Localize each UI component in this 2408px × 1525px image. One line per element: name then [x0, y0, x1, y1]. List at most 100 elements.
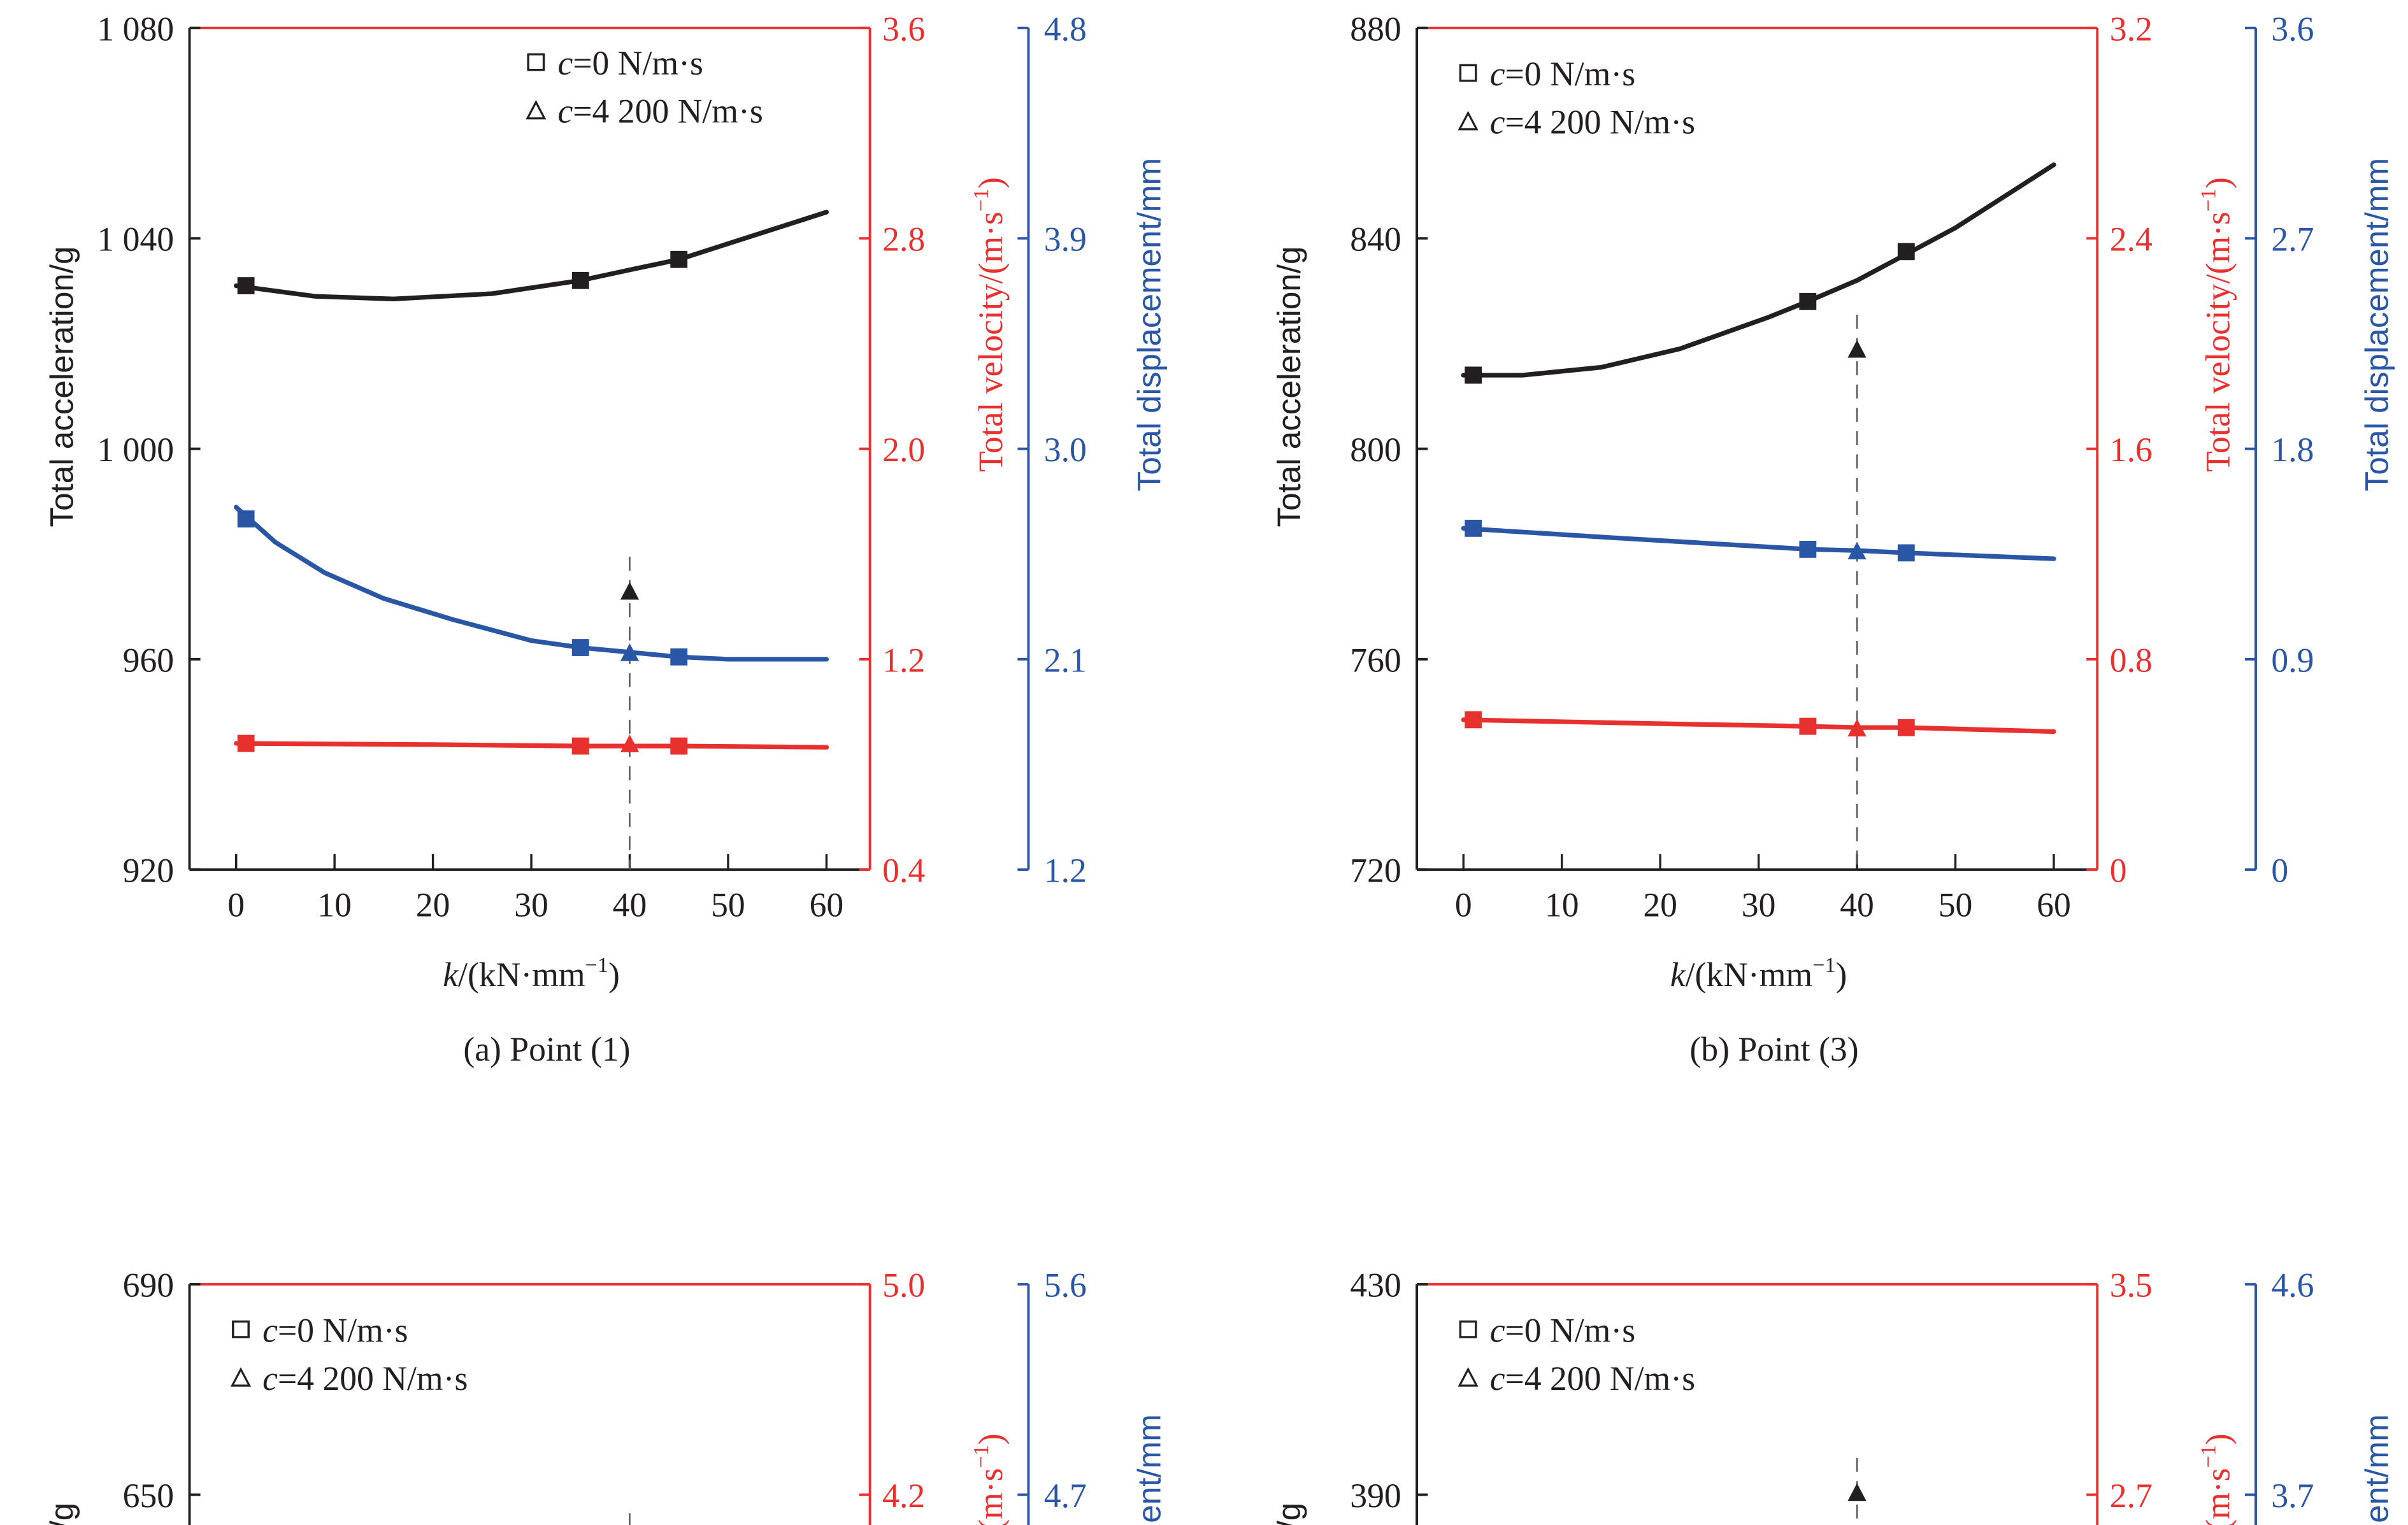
displacement-axis-title: Total displacement/mm — [1131, 1414, 1168, 1525]
displacement-tick-label: 4.6 — [2271, 1266, 2314, 1305]
acceleration-tick-label: 430 — [1350, 1266, 1401, 1305]
legend-label-var: c — [1490, 1311, 1505, 1349]
velocity-axis-title-close: ) — [2199, 177, 2237, 189]
velocity-tick-label: 2.7 — [2110, 1477, 2153, 1515]
legend-square-icon — [1459, 64, 1477, 82]
legend-label: c=4 200 N/m·s — [557, 92, 763, 131]
velocity-c0-marker — [237, 734, 255, 752]
velocity-axis-title-close: ) — [2199, 1433, 2237, 1445]
x-axis-title-close: ) — [1836, 956, 1847, 994]
acceleration-tick-label: 390 — [1350, 1477, 1401, 1515]
acceleration-tick-label: 690 — [123, 1266, 174, 1305]
velocity-axis-title-sup: −1 — [2197, 1445, 2221, 1468]
displacement-tick-label: 5.6 — [1044, 1266, 1087, 1305]
legend-label: c=4 200 N/m·s — [1490, 1359, 1695, 1398]
displacement-c0-marker — [670, 648, 688, 666]
legend-label-var: c — [557, 92, 573, 131]
velocity-tick-label: 0 — [2110, 852, 2127, 890]
velocity-axis-title-text: Total velocity/(m·s — [971, 1468, 1010, 1525]
displacement-c4200-marker — [1847, 541, 1867, 560]
legend-label-value: =4 200 N/m·s — [1505, 103, 1695, 141]
legend-label-value: =0 N/m·s — [573, 44, 703, 82]
acceleration-c0-marker — [571, 271, 589, 289]
velocity-tick-label: 2.4 — [2110, 220, 2153, 259]
velocity-tick-label: 1.2 — [882, 641, 925, 679]
velocity-tick-label: 0.4 — [882, 852, 925, 890]
x-tick-label: 60 — [2037, 885, 2071, 924]
acceleration-c4200-marker — [620, 582, 640, 600]
legend-label-value: =4 200 N/m·s — [573, 92, 763, 131]
legend-label: c=0 N/m·s — [1490, 1311, 1635, 1349]
velocity-tick-label: 2.8 — [882, 220, 925, 259]
panel-a: 920 960 1 000 1 040 1 080 0.4 1.2 2.0 2.8 3.6 1.2 2… — [44, 10, 1168, 1068]
displacement-tick-label: 0.9 — [2271, 641, 2314, 679]
velocity-axis-title-text: Total velocity/(m·s — [2199, 211, 2237, 472]
acceleration-c4200-marker — [1847, 340, 1867, 358]
legend-square-icon — [232, 1320, 250, 1338]
velocity-axis-title: Total velocity/(m·s−1) — [2197, 177, 2237, 472]
legend-label: c=0 N/m·s — [557, 44, 703, 82]
x-tick-label: 50 — [711, 885, 745, 924]
velocity-c0-marker — [670, 737, 688, 755]
velocity-c4200-marker — [620, 734, 640, 752]
velocity-axis-title-sup: −1 — [970, 1445, 993, 1468]
displacement-c0-marker — [1799, 540, 1817, 558]
legend-label: c=0 N/m·s — [1490, 55, 1635, 93]
legend-label-value: =0 N/m·s — [278, 1311, 408, 1349]
velocity-tick-label: 2.0 — [882, 431, 925, 469]
velocity-axis-title: Total velocity/(m·s−1) — [970, 1433, 1010, 1525]
x-axis-title-unit: /(kN·mm — [1686, 956, 1813, 994]
legend-label-var: c — [262, 1359, 278, 1398]
x-tick-label: 50 — [1939, 885, 1973, 924]
legend-square-icon — [1459, 1320, 1477, 1338]
acceleration-tick-label: 1 080 — [97, 10, 174, 48]
panel-caption: (a) Point (1) — [463, 1030, 630, 1068]
x-tick-label: 10 — [317, 885, 352, 924]
velocity-tick-label: 3.6 — [882, 10, 925, 48]
displacement-tick-label: 2.7 — [2271, 220, 2314, 259]
acceleration-c0-marker — [1897, 243, 1915, 261]
x-tick-label: 0 — [1455, 885, 1472, 924]
acceleration-tick-label: 840 — [1350, 220, 1401, 259]
acceleration-c0-marker — [1799, 292, 1817, 310]
velocity-line — [234, 741, 829, 750]
displacement-tick-label: 2.1 — [1044, 641, 1087, 679]
displacement-tick-label: 4.7 — [1044, 1477, 1087, 1515]
legend-label-value: =0 N/m·s — [1505, 55, 1636, 93]
x-tick-label: 30 — [1742, 885, 1776, 924]
velocity-tick-label: 1.6 — [2110, 431, 2153, 469]
x-tick-label: 40 — [1840, 885, 1874, 924]
velocity-c0-marker — [1897, 719, 1915, 736]
acceleration-axis-title: Total acceleration/g — [1271, 1503, 1307, 1525]
velocity-axis-title-sup: −1 — [970, 189, 993, 211]
displacement-c0-marker — [571, 639, 589, 656]
x-axis-title-close: ) — [608, 956, 620, 994]
x-tick-label: 40 — [613, 885, 647, 924]
velocity-tick-label: 3.2 — [2110, 10, 2153, 48]
velocity-c4200-marker — [1847, 719, 1867, 737]
panel-d: 2703103503904300.31.11.92.73.51.01.92.83… — [1271, 1266, 2395, 1525]
acceleration-tick-label: 650 — [123, 1477, 174, 1515]
acceleration-c4200-marker — [1847, 1483, 1867, 1501]
acceleration-c0-marker — [1465, 366, 1482, 384]
acceleration-line — [234, 210, 829, 301]
legend-triangle-icon — [1458, 111, 1479, 131]
displacement-tick-label: 3.6 — [2271, 10, 2314, 48]
acceleration-tick-label: 920 — [123, 852, 174, 890]
displacement-tick-label: 1.2 — [1044, 852, 1087, 890]
legend-label-var: c — [557, 44, 573, 82]
legend-label-var: c — [1490, 55, 1505, 93]
x-axis-title-unit: /(kN·mm — [458, 956, 585, 994]
displacement-line — [234, 505, 829, 662]
displacement-c0-marker — [1897, 544, 1915, 562]
legend-label: c=4 200 N/m·s — [262, 1359, 468, 1398]
displacement-axis-title: Total displacement/mm — [2358, 158, 2395, 491]
legend-label-var: c — [1490, 103, 1505, 141]
legend-label-value: =4 200 N/m·s — [1505, 1359, 1695, 1398]
displacement-line — [1461, 526, 2056, 561]
x-axis-title-sup: −1 — [1812, 954, 1835, 977]
acceleration-axis-title: Total acceleration/g — [44, 1503, 80, 1525]
x-axis-title: k/(kN·mm−1) — [1670, 954, 1847, 994]
x-axis-title-var: k — [443, 956, 459, 994]
